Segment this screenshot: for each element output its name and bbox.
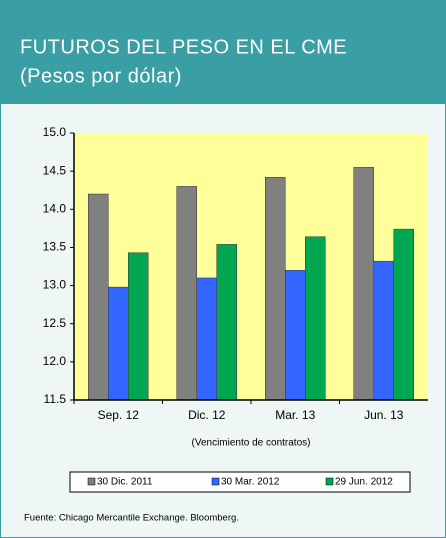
legend-swatch bbox=[211, 477, 220, 486]
legend-label: 30 Dic. 2011 bbox=[97, 477, 153, 488]
bar bbox=[393, 228, 414, 401]
y-tick-label: 13.5 bbox=[43, 240, 67, 254]
x-tick-label: Mar. 13 bbox=[275, 408, 315, 422]
x-tick-label: Jun. 13 bbox=[364, 408, 404, 422]
bar bbox=[128, 252, 149, 401]
x-tick-label: Sep. 12 bbox=[98, 408, 140, 422]
x-axis-label: (Vencimiento de contratos) bbox=[192, 438, 311, 449]
bar bbox=[305, 236, 326, 401]
bar bbox=[176, 186, 197, 401]
header bbox=[0, 0, 446, 104]
legend-label: 29 Jun. 2012 bbox=[335, 477, 393, 488]
legend bbox=[69, 471, 411, 493]
legend-label: 30 Mar. 2012 bbox=[221, 477, 280, 488]
bar bbox=[196, 277, 217, 401]
bar bbox=[216, 244, 237, 401]
bar bbox=[88, 193, 109, 401]
bar bbox=[373, 260, 394, 401]
source: Fuente: Chicago Mercantile Exchange. Blo… bbox=[24, 513, 239, 524]
y-tick-label: 12.5 bbox=[43, 316, 67, 330]
y-tick-label: 11.5 bbox=[44, 392, 67, 406]
y-tick-label: 12.0 bbox=[43, 354, 67, 368]
y-tick-label: 14.5 bbox=[43, 163, 67, 177]
bar bbox=[353, 167, 374, 401]
y-tick-label: 14.0 bbox=[43, 201, 67, 215]
chart-title: FUTUROS DEL PESO EN EL CME bbox=[20, 36, 347, 58]
y-tick-label: 13.0 bbox=[43, 278, 67, 292]
x-tick-label: Dic. 12 bbox=[188, 408, 226, 422]
bar bbox=[108, 286, 129, 401]
bar bbox=[265, 176, 286, 401]
bar bbox=[285, 270, 306, 401]
y-tick-label: 15.0 bbox=[43, 125, 67, 139]
legend-swatch bbox=[325, 477, 334, 486]
legend-swatch bbox=[87, 477, 96, 486]
chart-subtitle: (Pesos por dólar) bbox=[20, 65, 182, 87]
